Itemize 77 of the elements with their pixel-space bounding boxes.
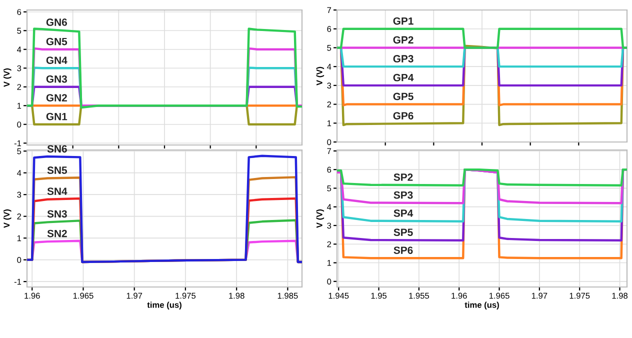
x-tick-label: 1.945: [328, 292, 349, 299]
y-tick-label: 4: [17, 46, 22, 52]
y-tick-label: 6: [17, 9, 22, 15]
y-tick-label: 3: [17, 65, 22, 72]
series-label: SP5: [394, 228, 413, 236]
y-tick-label: 0: [17, 122, 22, 128]
series-label: GN2: [46, 94, 67, 102]
x-tick-label: 1.955: [409, 292, 430, 299]
x-tick-label: 1.965: [73, 292, 94, 299]
y-tick-label: 2: [17, 84, 22, 90]
series-label: GN6: [46, 18, 67, 26]
x-axis-title: time (us): [464, 302, 499, 310]
x-axis-title: time (us): [147, 302, 182, 310]
x-tick-label: 1.98: [229, 292, 244, 299]
y-tick-label: 5: [327, 185, 332, 192]
y-tick-label: 2: [17, 214, 22, 220]
y-tick-label: 0: [327, 139, 332, 146]
y-tick-label: 4: [327, 64, 332, 70]
x-tick-label: 1.96: [24, 292, 40, 299]
y-tick-label: -1: [14, 278, 22, 285]
y-tick-label: 6: [327, 26, 332, 32]
x-tick-label: 1.96: [452, 292, 467, 299]
series-label: SN6: [47, 145, 67, 153]
y-tick-label: 3: [327, 82, 332, 89]
y-tick-label: 0: [17, 257, 22, 263]
y-axis-title: V (V): [316, 209, 324, 228]
series-label: SN5: [47, 166, 67, 174]
y-axis-title: V (V): [316, 66, 324, 86]
x-tick-label: 1.975: [176, 292, 196, 299]
y-tick-label: 2: [327, 241, 332, 248]
y-tick-label: 2: [327, 101, 332, 108]
series-label: GP2: [393, 36, 414, 44]
line-series: [27, 154, 302, 264]
series-label: SN2: [47, 230, 67, 238]
series-label: GN1: [46, 112, 68, 120]
y-tick-label: -1: [14, 140, 22, 146]
y-tick-label: 7: [327, 148, 332, 154]
line-series: [27, 28, 302, 109]
y-tick-label: 1: [17, 235, 22, 242]
y-tick-label: 0: [327, 278, 332, 285]
y-axis-title: V (V): [3, 68, 12, 87]
y-axis-title: V (V): [3, 209, 12, 228]
series-label: SN3: [47, 210, 67, 218]
line-series: [337, 168, 627, 204]
y-tick-label: 5: [327, 45, 332, 51]
series-label: SP4: [394, 210, 414, 217]
y-tick-label: 4: [17, 170, 22, 176]
x-tick-label: 1.95: [371, 292, 387, 299]
series-label: SP2: [394, 174, 413, 181]
series-label: GP4: [393, 74, 414, 82]
line-series: [337, 168, 627, 187]
y-tick-label: 5: [17, 148, 22, 154]
series-label: GN3: [46, 75, 67, 83]
series-label: GP1: [393, 17, 414, 25]
x-tick-label: 1.98: [612, 292, 628, 299]
y-tick-label: 7: [327, 7, 332, 14]
x-tick-label: 1.975: [570, 292, 590, 299]
y-tick-label: 1: [17, 102, 22, 109]
series-label: GP3: [393, 55, 414, 62]
series-label: GN4: [46, 56, 68, 64]
series-label: SP3: [394, 191, 413, 199]
x-tick-label: 1.985: [278, 292, 298, 299]
y-tick-label: 1: [327, 120, 332, 126]
series-label: GP5: [393, 92, 414, 100]
y-tick-label: 3: [17, 192, 22, 198]
series-label: SN4: [47, 188, 68, 195]
y-tick-label: 4: [327, 204, 332, 210]
x-tick-label: 1.97: [532, 292, 548, 299]
y-tick-label: 3: [327, 222, 332, 229]
series-label: GP6: [393, 112, 414, 120]
series-label: GN5: [46, 38, 68, 46]
y-tick-label: 1: [327, 260, 332, 266]
y-tick-label: 5: [17, 28, 22, 34]
y-tick-label: 6: [327, 166, 332, 173]
x-tick-label: 1.97: [126, 292, 142, 299]
x-tick-label: 1.965: [489, 292, 510, 299]
series-label: SP6: [394, 246, 413, 254]
